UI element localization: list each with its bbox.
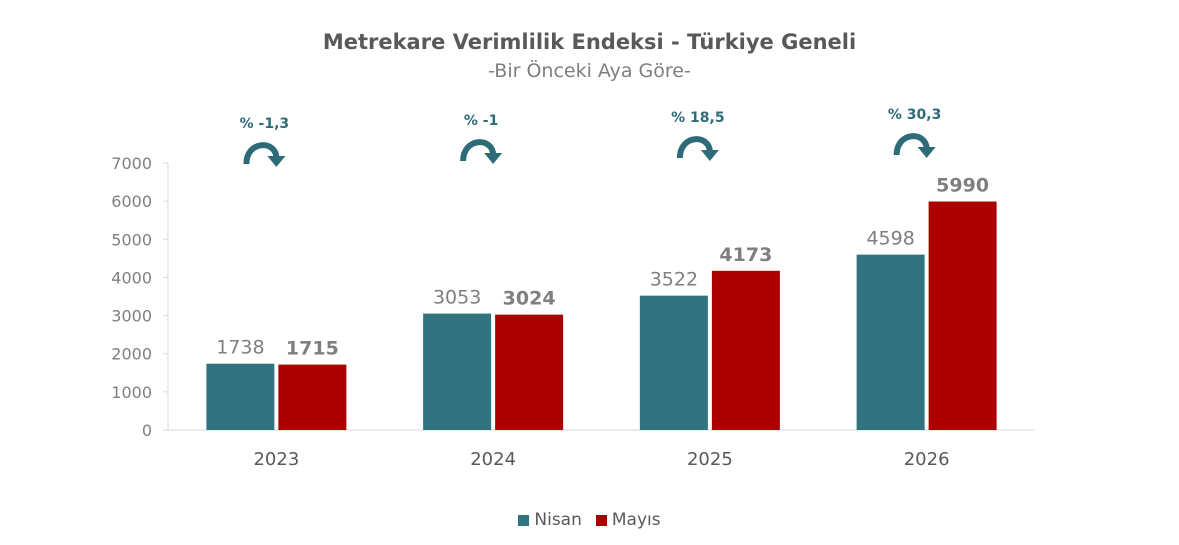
bar-nisan-2026: [856, 254, 925, 430]
x-tick-label: 2025: [687, 449, 733, 470]
bar-mayıs-2026: [928, 201, 997, 430]
curved-arrow-icon: [676, 136, 719, 161]
curved-arrow-icon: [460, 139, 503, 164]
x-tick-label: 2024: [470, 449, 516, 470]
bar-nisan-2023: [206, 363, 275, 430]
legend-item-nisan: Nisan: [518, 510, 582, 530]
y-tick-label: 2000: [111, 345, 152, 364]
y-tick-label: 6000: [111, 192, 152, 211]
legend-label-mayis: Mayıs: [611, 510, 661, 530]
data-label: 3522: [650, 269, 698, 291]
data-label: 5990: [936, 175, 989, 197]
x-tick-label: 2023: [253, 449, 299, 470]
chart-title: Metrekare Verimlilik Endeksi - Türkiye G…: [322, 30, 857, 54]
change-label: % 30,3: [888, 107, 941, 123]
y-tick-label: 0: [142, 421, 152, 440]
legend: Nisan Mayıs: [0, 510, 1179, 530]
legend-swatch-nisan: [518, 514, 530, 526]
data-label: 1738: [216, 337, 264, 359]
y-tick-label: 3000: [111, 307, 152, 326]
bar-mayıs-2024: [495, 314, 564, 430]
data-label: 1715: [286, 338, 339, 360]
change-label: % -1,3: [240, 116, 290, 132]
y-tick-label: 5000: [111, 230, 152, 249]
data-label: 4173: [719, 244, 772, 266]
y-tick-label: 1000: [111, 383, 152, 402]
bar-nisan-2025: [639, 295, 708, 430]
data-label: 3024: [503, 288, 556, 310]
legend-swatch-mayis: [595, 514, 607, 526]
data-label: 3053: [433, 287, 481, 309]
y-tick-label: 4000: [111, 268, 152, 287]
change-label: % -1: [464, 113, 498, 129]
change-label: % 18,5: [671, 110, 724, 126]
curved-arrow-icon: [243, 142, 286, 167]
data-label: 4598: [866, 228, 914, 250]
bar-nisan-2024: [423, 313, 492, 430]
curved-arrow-icon: [893, 133, 936, 158]
y-tick-label: 7000: [111, 154, 152, 173]
x-tick-label: 2026: [904, 449, 950, 470]
legend-item-mayis: Mayıs: [595, 510, 661, 530]
chart-subtitle: -Bir Önceki Aya Göre-: [488, 60, 691, 82]
bar-mayıs-2023: [278, 364, 347, 430]
legend-label-nisan: Nisan: [534, 510, 582, 530]
bar-mayıs-2025: [711, 270, 780, 430]
